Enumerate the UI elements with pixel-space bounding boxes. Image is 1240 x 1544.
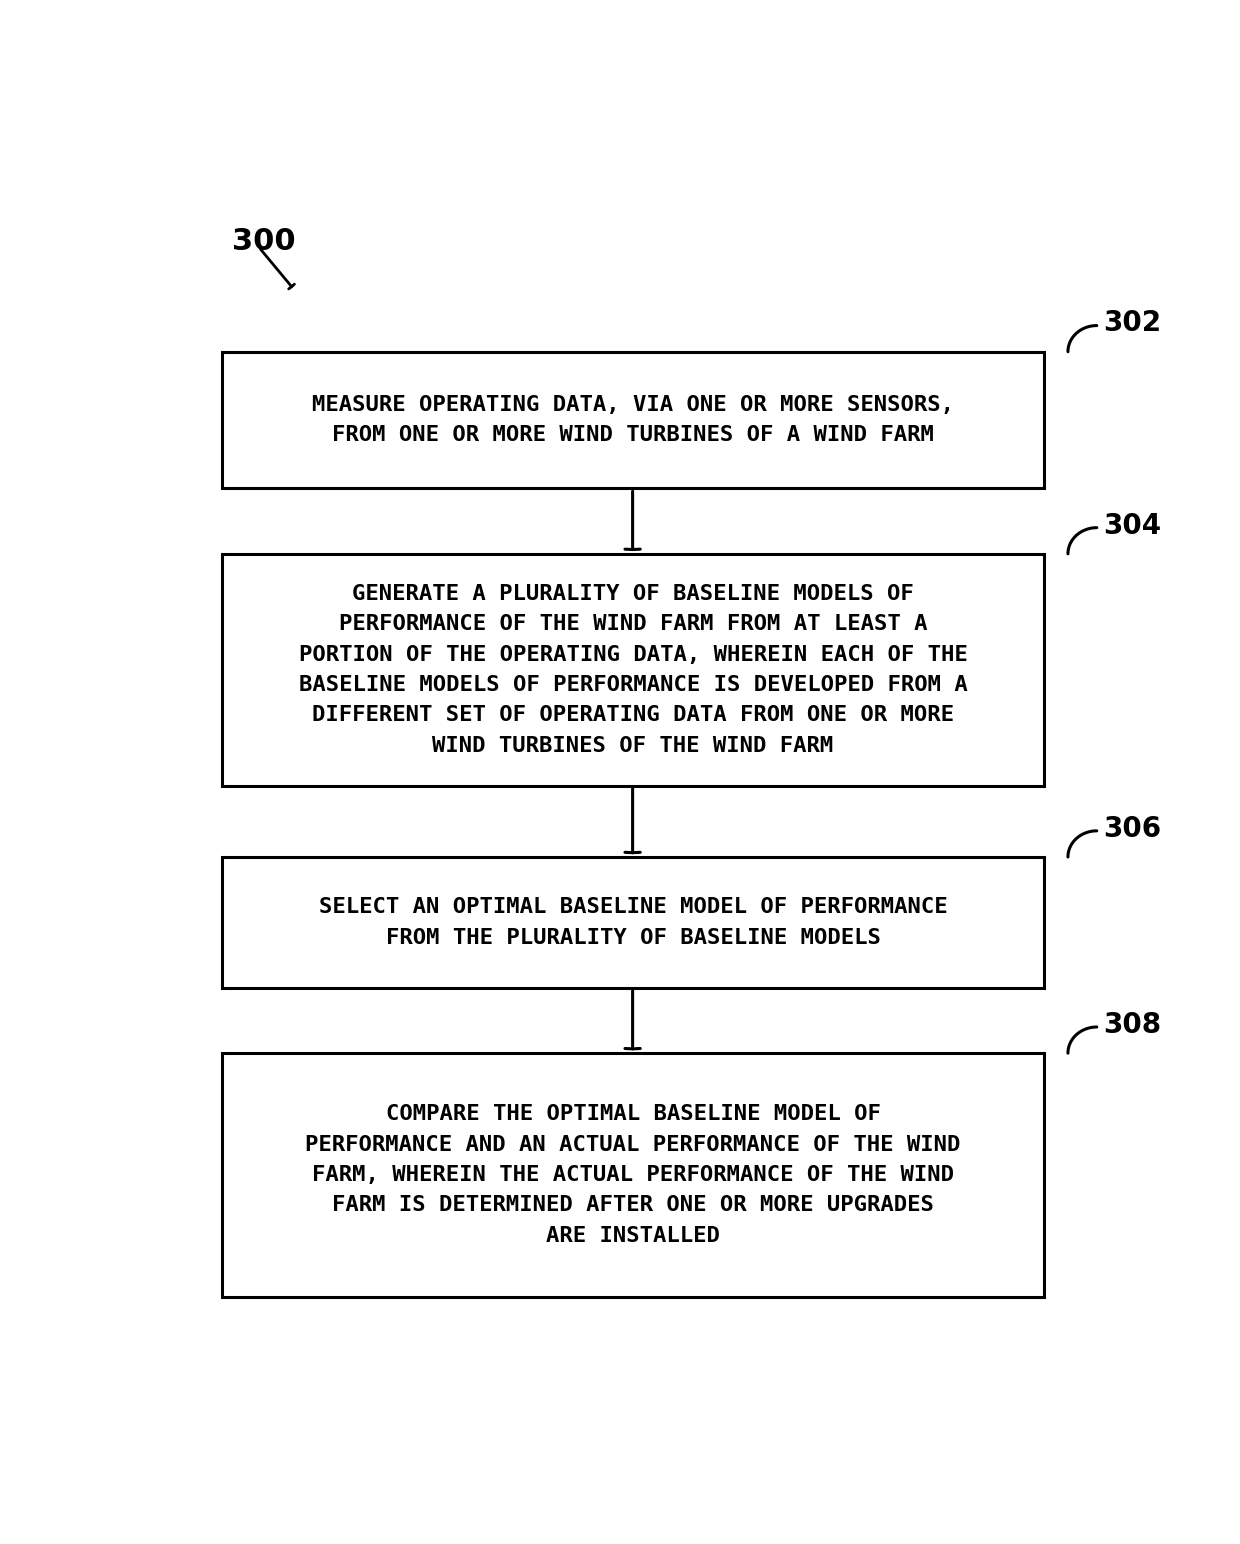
Text: GENERATE A PLURALITY OF BASELINE MODELS OF
PERFORMANCE OF THE WIND FARM FROM AT : GENERATE A PLURALITY OF BASELINE MODELS … <box>299 584 967 755</box>
Bar <box>222 554 1044 786</box>
Text: 306: 306 <box>1104 815 1162 843</box>
Text: SELECT AN OPTIMAL BASELINE MODEL OF PERFORMANCE
FROM THE PLURALITY OF BASELINE M: SELECT AN OPTIMAL BASELINE MODEL OF PERF… <box>319 897 947 948</box>
Bar <box>222 857 1044 988</box>
Text: COMPARE THE OPTIMAL BASELINE MODEL OF
PERFORMANCE AND AN ACTUAL PERFORMANCE OF T: COMPARE THE OPTIMAL BASELINE MODEL OF PE… <box>305 1104 961 1246</box>
Text: MEASURE OPERATING DATA, VIA ONE OR MORE SENSORS,
FROM ONE OR MORE WIND TURBINES : MEASURE OPERATING DATA, VIA ONE OR MORE … <box>312 395 954 445</box>
Text: 302: 302 <box>1104 309 1162 338</box>
Text: 304: 304 <box>1104 511 1162 539</box>
Bar <box>222 1053 1044 1297</box>
Bar <box>222 352 1044 488</box>
Text: 300: 300 <box>232 227 295 256</box>
Text: 308: 308 <box>1104 1011 1162 1039</box>
